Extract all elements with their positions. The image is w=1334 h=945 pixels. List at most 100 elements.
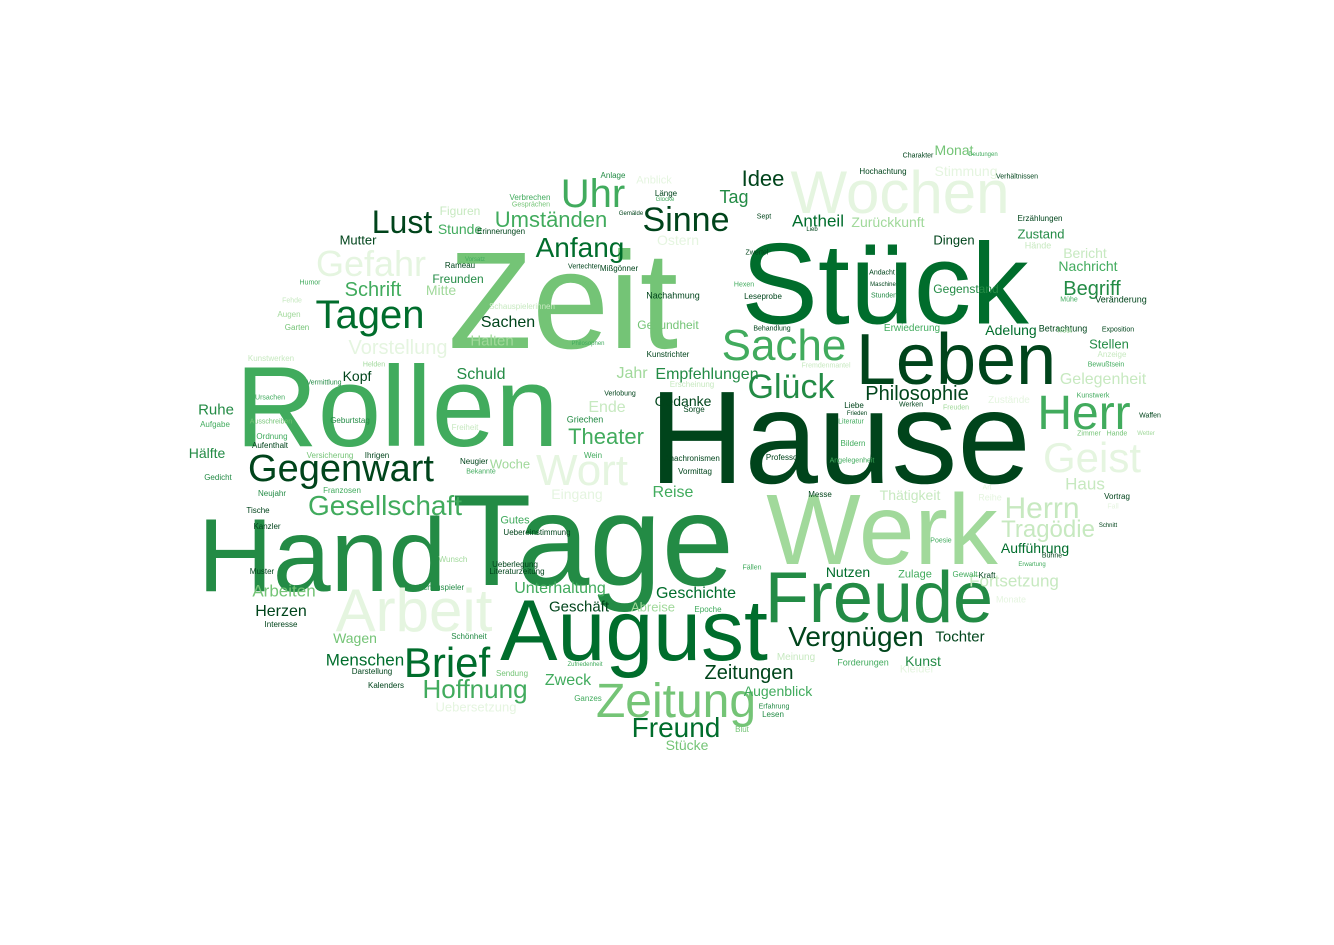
word-cloud-word: Philosophie bbox=[865, 383, 969, 405]
word-cloud-word: Trost bbox=[1056, 327, 1072, 335]
word-cloud-word: Messe bbox=[808, 490, 832, 499]
word-cloud-word: Reihe bbox=[978, 492, 1002, 503]
word-cloud-word: Ausschreiben bbox=[249, 418, 293, 426]
word-cloud-word: Stellen bbox=[1089, 336, 1129, 352]
word-cloud-word: Hause bbox=[649, 364, 1031, 511]
word-cloud-word: Hände bbox=[1024, 240, 1052, 251]
word-cloud-word: Zwertel bbox=[745, 249, 769, 257]
word-cloud-word: Idee bbox=[741, 166, 785, 191]
word-cloud-word: Sachen bbox=[480, 314, 536, 331]
word-cloud-word: Hoffnung bbox=[422, 674, 528, 704]
word-cloud-word: Wunsch bbox=[438, 555, 468, 564]
word-cloud-word: Stücke bbox=[665, 737, 709, 753]
word-cloud-word: Freuden bbox=[942, 404, 970, 412]
word-cloud-word: Sendung bbox=[495, 669, 529, 678]
word-cloud-word: Schnitt bbox=[1098, 523, 1118, 529]
word-cloud-word: Gegenstand bbox=[933, 282, 999, 296]
word-cloud-word: Haus bbox=[1065, 474, 1105, 494]
word-cloud-word: Andacht bbox=[869, 269, 895, 277]
word-cloud-word: Schrift bbox=[344, 279, 402, 301]
word-cloud-word: Tag bbox=[719, 187, 749, 207]
word-cloud-word: Jahr bbox=[616, 365, 648, 382]
word-cloud-word: Kunstwerken bbox=[247, 354, 295, 363]
word-cloud-word: Aufgabe bbox=[200, 420, 230, 429]
word-cloud-word: Schönheit bbox=[451, 632, 487, 641]
word-cloud-word: Geschichte bbox=[655, 585, 737, 602]
word-cloud-word: Erscheinung bbox=[669, 380, 715, 389]
word-cloud-word: Menschen bbox=[325, 650, 405, 670]
word-cloud-word: Zimmer bbox=[1077, 430, 1101, 438]
word-cloud-word: Poesie bbox=[930, 537, 952, 545]
word-cloud-word: Werken bbox=[899, 401, 923, 409]
word-cloud-word: Vorstellung bbox=[348, 337, 448, 359]
word-cloud-word: Augen bbox=[277, 310, 301, 319]
word-cloud-word: Verhältnissen bbox=[995, 173, 1039, 181]
word-cloud-word: Lust bbox=[371, 204, 433, 240]
word-cloud-word: Mutter bbox=[339, 232, 377, 248]
word-cloud-word: Uhr bbox=[560, 172, 626, 216]
word-cloud-word: Wagen bbox=[333, 630, 377, 646]
word-cloud-word: Maschine bbox=[870, 282, 896, 288]
word-cloud-word: Meinung bbox=[776, 652, 816, 663]
word-cloud-word: Kunstwerk bbox=[1076, 392, 1110, 400]
word-cloud-word: Kopf bbox=[342, 368, 372, 384]
word-cloud-word: Professor bbox=[765, 453, 801, 462]
word-cloud-word: Arbeiten bbox=[252, 581, 316, 601]
word-cloud-word: Fremdenmantel bbox=[801, 362, 851, 370]
word-cloud-word: Gutes bbox=[500, 514, 530, 527]
word-cloud-word: Vormittag bbox=[678, 467, 712, 476]
word-cloud-word: Glück bbox=[747, 368, 835, 406]
word-cloud-word: Umständen bbox=[494, 207, 608, 232]
word-cloud-word: Dingen bbox=[933, 232, 975, 248]
word-cloud-word: Erfahrung bbox=[758, 703, 790, 711]
word-cloud-word: Arbeit bbox=[335, 577, 493, 644]
word-cloud-word: Sept bbox=[756, 213, 772, 221]
word-cloud-word: Neugier bbox=[459, 457, 489, 466]
word-cloud-word: Gegenwart bbox=[248, 448, 434, 490]
word-cloud-word: Zustand bbox=[1017, 226, 1065, 242]
word-cloud-word: Erinnerungen bbox=[476, 227, 526, 236]
word-cloud-word: Aufenthalt bbox=[251, 441, 289, 450]
word-cloud-word: Anlage bbox=[600, 171, 626, 180]
word-cloud-word: Antheil bbox=[792, 211, 844, 231]
word-cloud-word: Ueberlegung bbox=[492, 560, 538, 569]
word-cloud-word: Literatur bbox=[838, 418, 864, 426]
word-cloud-word: Eingang bbox=[551, 486, 603, 502]
word-cloud-word: Forderungen bbox=[837, 657, 889, 668]
word-cloud-word: Leseprobe bbox=[744, 292, 782, 301]
word-cloud-word: Franzosen bbox=[323, 486, 361, 495]
word-cloud-word: Anfang bbox=[535, 232, 625, 263]
word-cloud-word: Hälfte bbox=[188, 445, 226, 461]
word-cloud-word: Begriff bbox=[1063, 278, 1121, 300]
word-cloud-word: Fehde bbox=[282, 297, 302, 305]
word-cloud-word: Adelung bbox=[985, 322, 1037, 338]
word-cloud-word: Nachricht bbox=[1058, 258, 1118, 274]
word-cloud-word: Tage bbox=[452, 467, 734, 613]
word-cloud-word: Ostern bbox=[656, 232, 700, 248]
word-cloud-word: Fortsetzung bbox=[969, 571, 1059, 591]
word-cloud-word: Mißgönner bbox=[599, 264, 639, 273]
word-cloud-word: Schauspielerinnen bbox=[489, 302, 555, 311]
word-cloud-word: Art bbox=[982, 484, 992, 492]
word-cloud-word: Deutungen bbox=[968, 152, 998, 158]
word-cloud-word: Interesse bbox=[264, 620, 298, 629]
word-cloud-word: Sache bbox=[721, 321, 847, 370]
word-cloud-word: Kraft bbox=[978, 571, 996, 580]
word-cloud-word: Zulage bbox=[898, 568, 932, 581]
word-cloud-word: Woche bbox=[489, 456, 531, 472]
word-cloud-word: Gedanke bbox=[654, 393, 712, 409]
word-cloud-word: Fall bbox=[1107, 503, 1119, 511]
word-cloud-word: Stück bbox=[741, 220, 1029, 349]
word-cloud-word: Zeitungen bbox=[704, 662, 794, 684]
word-cloud-word: Veränderung bbox=[1095, 294, 1147, 305]
word-cloud-word: Frieden bbox=[846, 411, 868, 417]
word-cloud-word: Kleider bbox=[899, 663, 935, 676]
word-cloud-word: Versicherung bbox=[306, 451, 354, 460]
word-cloud-word: Erwiederung bbox=[883, 323, 941, 334]
word-cloud-word: Gefahr bbox=[315, 243, 427, 284]
word-cloud-word: Ende bbox=[588, 399, 626, 416]
word-cloud-word: Nutzen bbox=[825, 564, 871, 580]
word-cloud-word: Geburtstag bbox=[330, 416, 370, 425]
word-cloud-word: Wort bbox=[535, 446, 629, 495]
word-cloud-word: Ursachen bbox=[255, 394, 285, 402]
